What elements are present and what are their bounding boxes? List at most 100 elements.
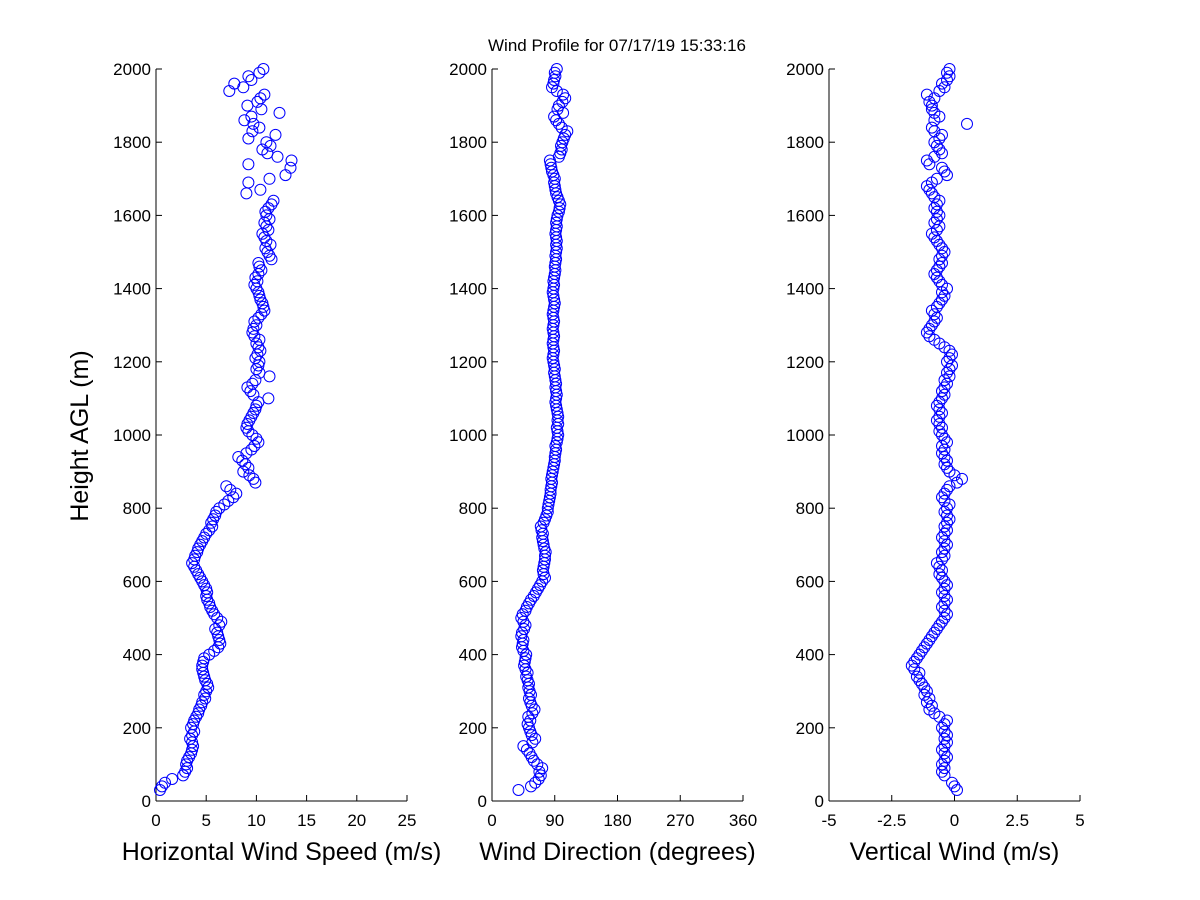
data-point xyxy=(253,289,266,302)
data-point xyxy=(941,729,953,742)
data-point xyxy=(943,363,956,376)
data-point xyxy=(549,70,562,83)
data-point xyxy=(557,88,570,101)
data-point xyxy=(246,377,259,390)
data-point xyxy=(941,74,953,86)
data-point xyxy=(915,677,928,690)
data-point xyxy=(936,765,948,778)
data-point xyxy=(938,165,951,178)
data-point xyxy=(199,674,212,687)
data-point xyxy=(938,246,951,258)
data-point xyxy=(938,718,951,731)
data-point xyxy=(925,99,938,112)
data-point xyxy=(941,593,953,606)
data-point xyxy=(936,601,948,613)
data-point xyxy=(252,268,265,280)
data-point xyxy=(918,681,931,694)
data-point xyxy=(521,718,534,731)
data-point xyxy=(239,458,252,471)
wind-direction-points xyxy=(512,63,574,796)
data-point xyxy=(930,399,943,412)
horizontal-speed-x-tick-label: 15 xyxy=(297,811,316,830)
data-point xyxy=(246,125,259,138)
data-point xyxy=(938,432,951,445)
data-point xyxy=(938,597,951,610)
data-point xyxy=(923,634,936,646)
data-point xyxy=(943,70,956,83)
vertical-wind-points xyxy=(905,63,973,796)
data-point xyxy=(262,202,275,215)
data-point xyxy=(941,502,953,515)
data-point xyxy=(201,586,214,599)
data-point xyxy=(251,95,264,108)
wind-direction-x-tick-label: 180 xyxy=(603,811,631,830)
data-point xyxy=(951,784,963,796)
data-point xyxy=(257,63,270,75)
data-point xyxy=(930,198,943,211)
panel-vertical-wind: 0 200 400 600 800 1000 1200 1400 1600 1800 2000 -5 -… xyxy=(786,60,1085,866)
horizontal-speed-y-tick-label: 800 xyxy=(123,499,151,518)
data-point xyxy=(938,612,951,624)
horizontal-speed-y-tick-label: 1400 xyxy=(113,280,151,299)
data-point xyxy=(941,509,953,522)
data-point xyxy=(938,443,951,456)
vertical-wind-y-tick-label: 400 xyxy=(796,646,824,665)
data-point xyxy=(936,407,948,419)
data-point xyxy=(936,546,948,559)
horizontal-speed-x-tick-label: 0 xyxy=(151,811,160,830)
data-point xyxy=(228,77,241,90)
data-point xyxy=(936,447,948,460)
data-point xyxy=(197,655,210,668)
data-point xyxy=(285,154,298,167)
data-point xyxy=(227,491,240,504)
data-point xyxy=(263,370,276,383)
data-point xyxy=(936,429,948,441)
data-point xyxy=(946,776,958,789)
data-point xyxy=(936,743,948,756)
data-point xyxy=(242,70,255,83)
horizontal-speed-y-tick-label: 1200 xyxy=(113,353,151,372)
data-point xyxy=(258,88,271,101)
vertical-wind-x-tick-label: 5 xyxy=(1075,811,1084,830)
data-point xyxy=(246,429,259,441)
data-point xyxy=(236,454,249,467)
data-point xyxy=(938,494,951,507)
data-point xyxy=(938,769,951,782)
data-point xyxy=(243,469,256,482)
data-point xyxy=(933,403,946,416)
data-point xyxy=(180,758,193,771)
data-point xyxy=(240,421,253,434)
data-point xyxy=(253,121,266,134)
data-point xyxy=(230,487,243,500)
data-point xyxy=(930,414,943,427)
data-point xyxy=(159,776,171,789)
horizontal-speed-x-tick-label: 20 xyxy=(347,811,366,830)
data-point xyxy=(532,773,545,785)
horizontal-speed-y-tick-label: 1600 xyxy=(113,206,151,225)
data-point xyxy=(936,257,948,269)
data-point xyxy=(264,139,277,152)
data-point xyxy=(520,648,533,661)
wind-direction-y-tick-label: 1400 xyxy=(449,280,487,299)
data-point xyxy=(215,615,228,628)
data-point xyxy=(264,238,277,251)
data-point xyxy=(923,158,936,171)
data-point xyxy=(284,161,297,174)
data-point xyxy=(936,564,948,577)
vertical-wind-x-tick-label: -2.5 xyxy=(877,811,906,830)
data-point xyxy=(516,608,529,621)
panel-wind-direction: 0 200 400 600 800 1000 1200 1400 1600 1800 2000 0 90… xyxy=(449,60,757,866)
vertical-wind-y-tick-label: 800 xyxy=(796,499,824,518)
data-point xyxy=(515,630,528,643)
data-point xyxy=(520,601,533,613)
data-point xyxy=(938,527,951,540)
data-point xyxy=(928,231,941,244)
data-point xyxy=(238,114,251,127)
data-point xyxy=(933,619,946,632)
data-point xyxy=(245,74,258,86)
data-point xyxy=(938,732,951,745)
horizontal-speed-y-tick-label: 600 xyxy=(123,572,151,591)
data-point xyxy=(512,784,525,796)
data-point xyxy=(156,780,168,793)
data-point xyxy=(933,297,946,310)
